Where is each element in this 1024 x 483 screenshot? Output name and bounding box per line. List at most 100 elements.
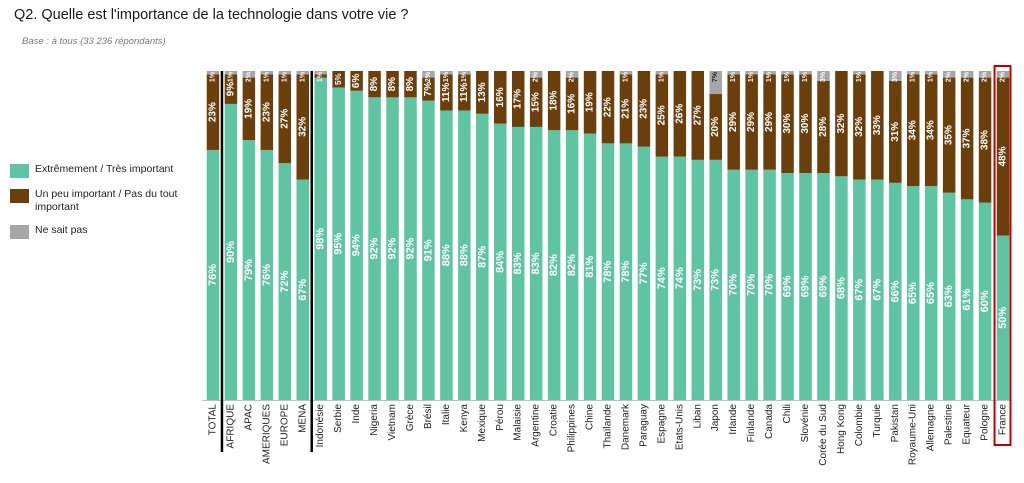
category-label-18: Malaisie	[513, 404, 524, 441]
data-label-not-important-33: 30%	[782, 114, 793, 134]
data-label-important-1: 76%	[207, 264, 219, 286]
bar-important-7	[314, 77, 327, 400]
data-label-not-important-42: 35%	[944, 125, 955, 145]
bar-not-important-31	[745, 74, 758, 170]
bar-important-27	[673, 156, 687, 400]
bar-not-important-34	[799, 74, 812, 173]
data-label-not-important-5: 27%	[279, 109, 290, 129]
category-label-44: Pologne	[980, 404, 991, 441]
category-label-20: Croatie	[549, 404, 560, 437]
category-label-14: Italie	[441, 404, 452, 426]
bar-dont-know-6	[296, 71, 310, 75]
data-label-important-2: 90%	[225, 241, 237, 263]
legend-item-important: Extrêmement / Très important	[10, 163, 200, 178]
category-label-25: Paraguay	[638, 404, 649, 447]
bar-important-2	[224, 103, 238, 401]
bar-not-important-36	[835, 71, 848, 177]
bar-important-40	[906, 186, 920, 400]
bar-not-important-7	[314, 74, 327, 78]
bar-important-12	[404, 97, 417, 400]
data-label-dont-know-45: 2%	[1000, 71, 1007, 82]
data-label-important-26: 74%	[656, 267, 668, 289]
data-label-not-important-6: 32%	[297, 117, 308, 137]
data-label-dont-know-19: 2%	[533, 71, 540, 82]
category-label-26: Espagne	[656, 404, 667, 444]
category-label-4: AMERIQUES	[261, 404, 272, 464]
bar-not-important-2	[224, 74, 238, 104]
bar-not-important-1	[206, 74, 220, 150]
data-label-not-important-4: 23%	[261, 102, 272, 122]
data-label-important-7: 98%	[315, 228, 327, 250]
bar-dont-know-7	[314, 71, 327, 75]
data-label-important-31: 70%	[746, 274, 758, 296]
bar-not-important-20	[547, 71, 561, 131]
data-label-important-38: 67%	[871, 279, 883, 301]
highlight-box	[993, 65, 1012, 446]
data-label-not-important-28: 27%	[692, 105, 703, 125]
data-label-dont-know-40: 1%	[910, 71, 917, 82]
data-label-not-important-13: 7%	[423, 82, 434, 97]
data-label-dont-know-43: 2%	[964, 71, 971, 82]
data-label-not-important-16: 13%	[477, 82, 488, 102]
data-label-dont-know-42: 2%	[946, 71, 953, 82]
bar-important-35	[817, 172, 830, 400]
data-label-important-40: 65%	[907, 282, 919, 304]
data-label-not-important-43: 37%	[962, 128, 973, 148]
data-label-important-20: 82%	[548, 254, 560, 276]
bar-not-important-22	[583, 71, 597, 134]
bar-not-important-38	[871, 71, 884, 180]
data-label-not-important-41: 34%	[926, 120, 937, 140]
data-label-important-19: 83%	[530, 252, 542, 274]
category-label-8: Serbie	[333, 404, 344, 433]
data-label-important-36: 68%	[835, 277, 847, 299]
data-label-not-important-39: 31%	[890, 122, 901, 142]
category-label-17: Pérou	[495, 404, 506, 431]
data-label-not-important-22: 19%	[585, 92, 596, 112]
data-label-not-important-11: 8%	[387, 77, 398, 92]
legend-swatch-not-important	[10, 189, 29, 203]
bar-not-important-33	[781, 74, 794, 173]
data-label-not-important-40: 34%	[908, 120, 919, 140]
category-label-39: Pakistan	[890, 404, 901, 442]
data-label-important-21: 82%	[566, 254, 578, 276]
bar-not-important-32	[763, 74, 776, 170]
data-label-important-10: 92%	[369, 237, 381, 259]
bar-dont-know-1	[206, 71, 220, 75]
bar-important-15	[458, 110, 471, 400]
bar-important-32	[763, 169, 776, 400]
category-label-38: Turquie	[872, 404, 883, 438]
category-label-22: Chine	[585, 404, 596, 431]
data-label-dont-know-13: 2%	[425, 71, 432, 82]
bar-dont-know-35	[817, 71, 830, 81]
data-label-dont-know-21: 2%	[569, 71, 576, 82]
bar-important-26	[655, 156, 669, 400]
category-label-21: Philippines	[567, 404, 578, 452]
bar-important-20	[547, 130, 561, 400]
bar-dont-know-41	[924, 71, 938, 75]
bar-important-39	[889, 182, 902, 400]
data-label-important-29: 73%	[710, 269, 722, 291]
data-label-dont-know-1: 1%	[209, 71, 216, 82]
category-label-29: Japon	[710, 404, 721, 431]
data-label-not-important-29: 20%	[710, 117, 721, 137]
data-label-important-12: 92%	[404, 237, 416, 259]
bar-dont-know-5	[278, 71, 292, 75]
bar-important-1	[206, 149, 220, 400]
bar-not-important-10	[368, 71, 381, 98]
legend-item-not-important: Un peu important / Pas du tout important	[10, 188, 200, 214]
bar-important-23	[601, 143, 615, 400]
data-label-not-important-8: 5%	[334, 73, 343, 85]
bar-important-22	[583, 133, 597, 400]
bar-not-important-17	[494, 71, 507, 124]
bar-important-45	[996, 235, 1010, 400]
data-label-important-34: 69%	[800, 275, 812, 297]
category-label-27: Etats-Unis	[674, 404, 685, 450]
data-label-dont-know-32: 1%	[766, 71, 773, 82]
bar-not-important-8	[332, 71, 345, 88]
bar-dont-know-31	[745, 71, 758, 75]
category-label-31: Finlande	[746, 404, 757, 443]
data-label-dont-know-35: 3%	[820, 71, 827, 82]
data-label-not-important-37: 32%	[854, 117, 865, 137]
bar-not-important-24	[619, 74, 633, 144]
data-label-not-important-2: 9%	[225, 82, 236, 97]
